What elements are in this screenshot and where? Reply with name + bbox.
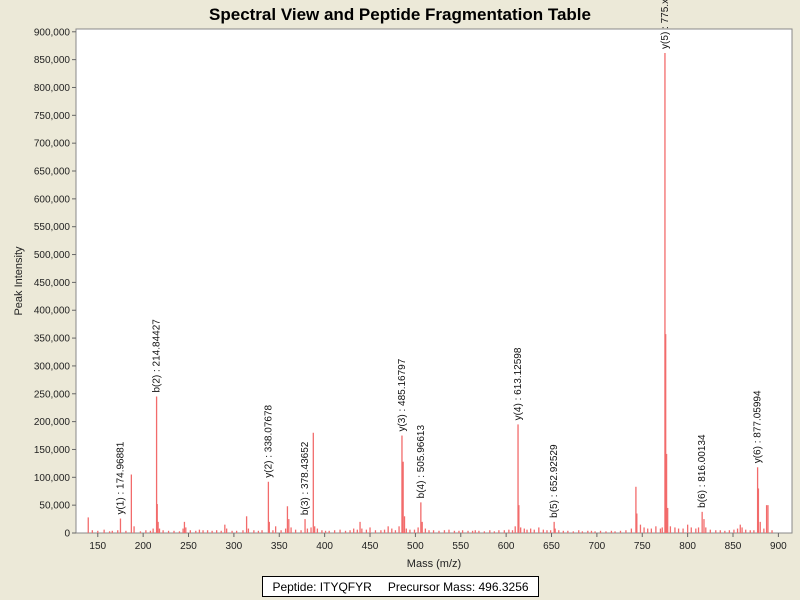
fragment-label-0: y(1) : 174.96881 (115, 441, 126, 514)
fragment-label-7: b(5) : 652.92529 (549, 444, 560, 518)
fragment-label-5: b(4) : 505.96613 (416, 425, 427, 499)
y-axis: 0 50,000 100,000 150,000 200,000 250,000 300,0… (34, 27, 76, 540)
y-tick-label-17: 850,000 (34, 55, 71, 66)
x-tick-label-8: 550 (452, 541, 469, 552)
fragment-label-9: b(6) : 816.00134 (697, 434, 708, 508)
annotations-layer: y(1) : 174.96881 b(2) : 214.84427 y(2) : 3… (115, 0, 763, 518)
y-tick-label-9: 450,000 (34, 278, 71, 289)
x-tick-label-6: 450 (362, 541, 379, 552)
fragment-label-10: y(6) : 877.05994 (753, 390, 764, 463)
y-tick-label-12: 600,000 (34, 194, 71, 205)
y-tick-label-13: 650,000 (34, 167, 71, 178)
y-axis-label: Peak Intensity (13, 246, 25, 316)
x-tick-label-13: 800 (679, 541, 696, 552)
x-tick-label-12: 750 (634, 541, 651, 552)
precursor-mass: Precursor Mass: 496.3256 (387, 579, 529, 594)
fragment-label-1: b(2) : 214.84427 (152, 319, 163, 393)
fragment-label-3: b(3) : 378.43652 (300, 441, 311, 515)
x-tick-label-11: 700 (589, 541, 606, 552)
x-tick-label-5: 400 (316, 541, 333, 552)
peaks-layer (87, 52, 773, 533)
x-axis-label: Mass (m/z) (407, 558, 461, 570)
y-tick-label-14: 700,000 (34, 139, 71, 150)
x-tick-label-1: 200 (135, 541, 152, 552)
x-tick-label-0: 150 (89, 541, 106, 552)
y-tick-label-18: 900,000 (34, 27, 71, 38)
y-tick-label-0: 0 (64, 529, 70, 540)
y-tick-label-3: 150,000 (34, 445, 71, 456)
fragment-label-4: y(3) : 485.16797 (397, 358, 408, 431)
y-tick-label-1: 50,000 (39, 501, 70, 512)
y-tick-label-7: 350,000 (34, 334, 71, 345)
y-tick-label-16: 800,000 (34, 83, 71, 94)
chart-title: Spectral View and Peptide Fragmentation … (209, 5, 591, 24)
y-tick-label-4: 200,000 (34, 417, 71, 428)
y-tick-label-11: 550,000 (34, 222, 71, 233)
fragment-label-2: y(2) : 338.07678 (263, 404, 274, 477)
x-tick-label-4: 350 (271, 541, 288, 552)
x-tick-label-9: 600 (498, 541, 515, 552)
x-tick-label-15: 900 (770, 541, 787, 552)
y-tick-label-5: 250,000 (34, 389, 71, 400)
x-tick-label-7: 500 (407, 541, 424, 552)
peptide-info-box: Peptide: ITYQFYR Precursor Mass: 496.325… (262, 576, 539, 597)
y-tick-label-8: 400,000 (34, 306, 71, 317)
x-axis: 150 200 250 300 350 400 450 500 550 600 650 700 750 8… (89, 533, 787, 552)
y-tick-label-15: 750,000 (34, 111, 71, 122)
fragment-label-6: y(4) : 613.12598 (513, 347, 524, 420)
x-tick-label-2: 250 (180, 541, 197, 552)
y-tick-label-6: 300,000 (34, 361, 71, 372)
fragment-label-8: y(5) : 775.xxxxx (660, 0, 671, 49)
x-tick-label-10: 650 (543, 541, 560, 552)
y-tick-label-10: 500,000 (34, 250, 71, 261)
plot-area (75, 28, 793, 534)
x-tick-label-14: 850 (725, 541, 742, 552)
y-tick-label-2: 100,000 (34, 473, 71, 484)
peptide-sequence: Peptide: ITYQFYR (272, 579, 372, 594)
x-tick-label-3: 300 (226, 541, 243, 552)
